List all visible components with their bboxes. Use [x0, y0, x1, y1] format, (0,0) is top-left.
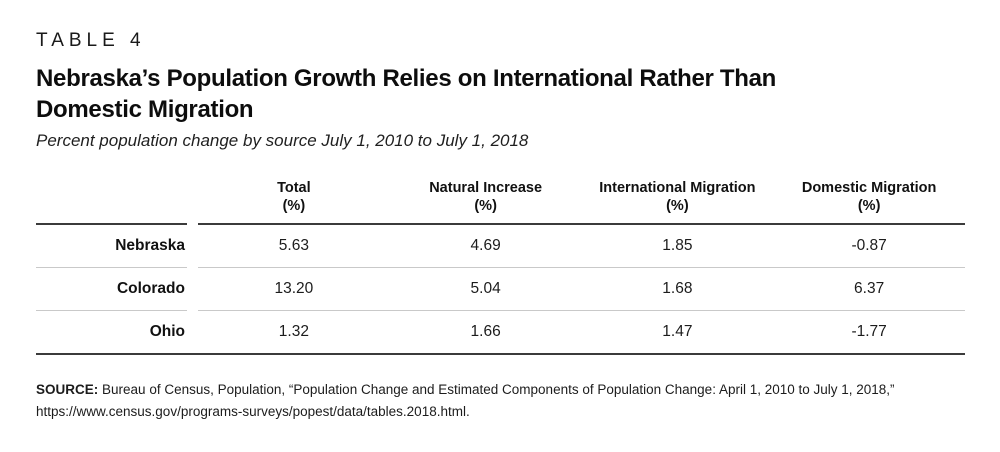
column-header-international-migration-unit: (%): [666, 198, 689, 214]
column-header-natural-increase: Natural Increase (%): [390, 179, 582, 215]
column-header-total-name: Total: [277, 180, 311, 196]
table-title-line2: Domestic Migration: [36, 96, 254, 123]
source-note: SOURCE: Bureau of Census, Population, “P…: [36, 379, 965, 423]
row-label-colorado: Colorado: [116, 280, 185, 297]
table-title-line1: Nebraska’s Population Growth Relies on I…: [36, 65, 777, 92]
source-text-line1: Bureau of Census, Population, “Populatio…: [102, 382, 895, 397]
row-separator-stub-segment: [36, 310, 187, 311]
table-row-ohio: Ohio 1.32 1.66 1.47 -1.77: [36, 311, 965, 353]
source-label: SOURCE:: [36, 382, 99, 397]
cell-ohio-total: 1.32: [278, 323, 309, 340]
header-rule-data-segment: [198, 223, 965, 225]
data-table: Total (%) Natural Increase (%) Internati…: [36, 179, 965, 355]
row-separator-data-segment: [198, 310, 965, 311]
cell-nebraska-domestic-migration: -0.87: [851, 237, 887, 254]
column-header-domestic-migration: Domestic Migration (%): [773, 179, 965, 215]
source-text-line2: https://www.census.gov/programs-surveys/…: [36, 404, 470, 419]
table-header-row: Total (%) Natural Increase (%) Internati…: [36, 179, 965, 223]
table-number-label: TABLE 4: [36, 30, 146, 51]
table-row-nebraska: Nebraska 5.63 4.69 1.85 -0.87: [36, 225, 965, 267]
row-label-nebraska: Nebraska: [115, 237, 185, 254]
row-separator-data-segment: [198, 267, 965, 268]
row-separator-stub-segment: [36, 267, 187, 268]
cell-ohio-domestic-migration: -1.77: [851, 323, 887, 340]
cell-nebraska-natural-increase: 4.69: [470, 237, 501, 254]
row-separator-gap: [187, 267, 198, 268]
column-header-natural-increase-name: Natural Increase: [429, 180, 543, 196]
column-header-total: Total (%): [198, 179, 390, 215]
row-separator-gap: [187, 310, 198, 311]
column-header-total-unit: (%): [282, 198, 306, 214]
column-header-domestic-migration-name: Domestic Migration: [801, 180, 937, 196]
row-label-ohio: Ohio: [149, 323, 185, 340]
header-rule-gap: [187, 223, 198, 225]
cell-colorado-domestic-migration: 6.37: [854, 280, 885, 297]
column-header-domestic-migration-unit: (%): [857, 198, 881, 214]
column-header-international-migration-name: International Migration: [599, 180, 756, 196]
table-row-colorado: Colorado 13.20 5.04 1.68 6.37: [36, 268, 965, 310]
cell-colorado-total: 13.20: [274, 280, 314, 297]
cell-ohio-international-migration: 1.47: [662, 323, 693, 340]
cell-nebraska-international-migration: 1.85: [662, 237, 693, 254]
row-separator: [36, 267, 965, 268]
column-header-international-migration: International Migration (%): [582, 179, 774, 215]
table-title: Nebraska’s Population Growth Relies on I…: [36, 63, 886, 125]
header-rule: [36, 223, 965, 225]
table-bottom-rule: [36, 353, 965, 355]
cell-ohio-natural-increase: 1.66: [470, 323, 501, 340]
table-figure: TABLE 4 Nebraska’s Population Growth Rel…: [36, 30, 965, 423]
column-header-natural-increase-unit: (%): [474, 198, 497, 214]
table-subtitle: Percent population change by source July…: [36, 131, 529, 150]
cell-colorado-natural-increase: 5.04: [470, 280, 501, 297]
cell-colorado-international-migration: 1.68: [662, 280, 693, 297]
cell-nebraska-total: 5.63: [278, 237, 309, 254]
header-rule-stub-segment: [36, 223, 187, 225]
row-separator: [36, 310, 965, 311]
